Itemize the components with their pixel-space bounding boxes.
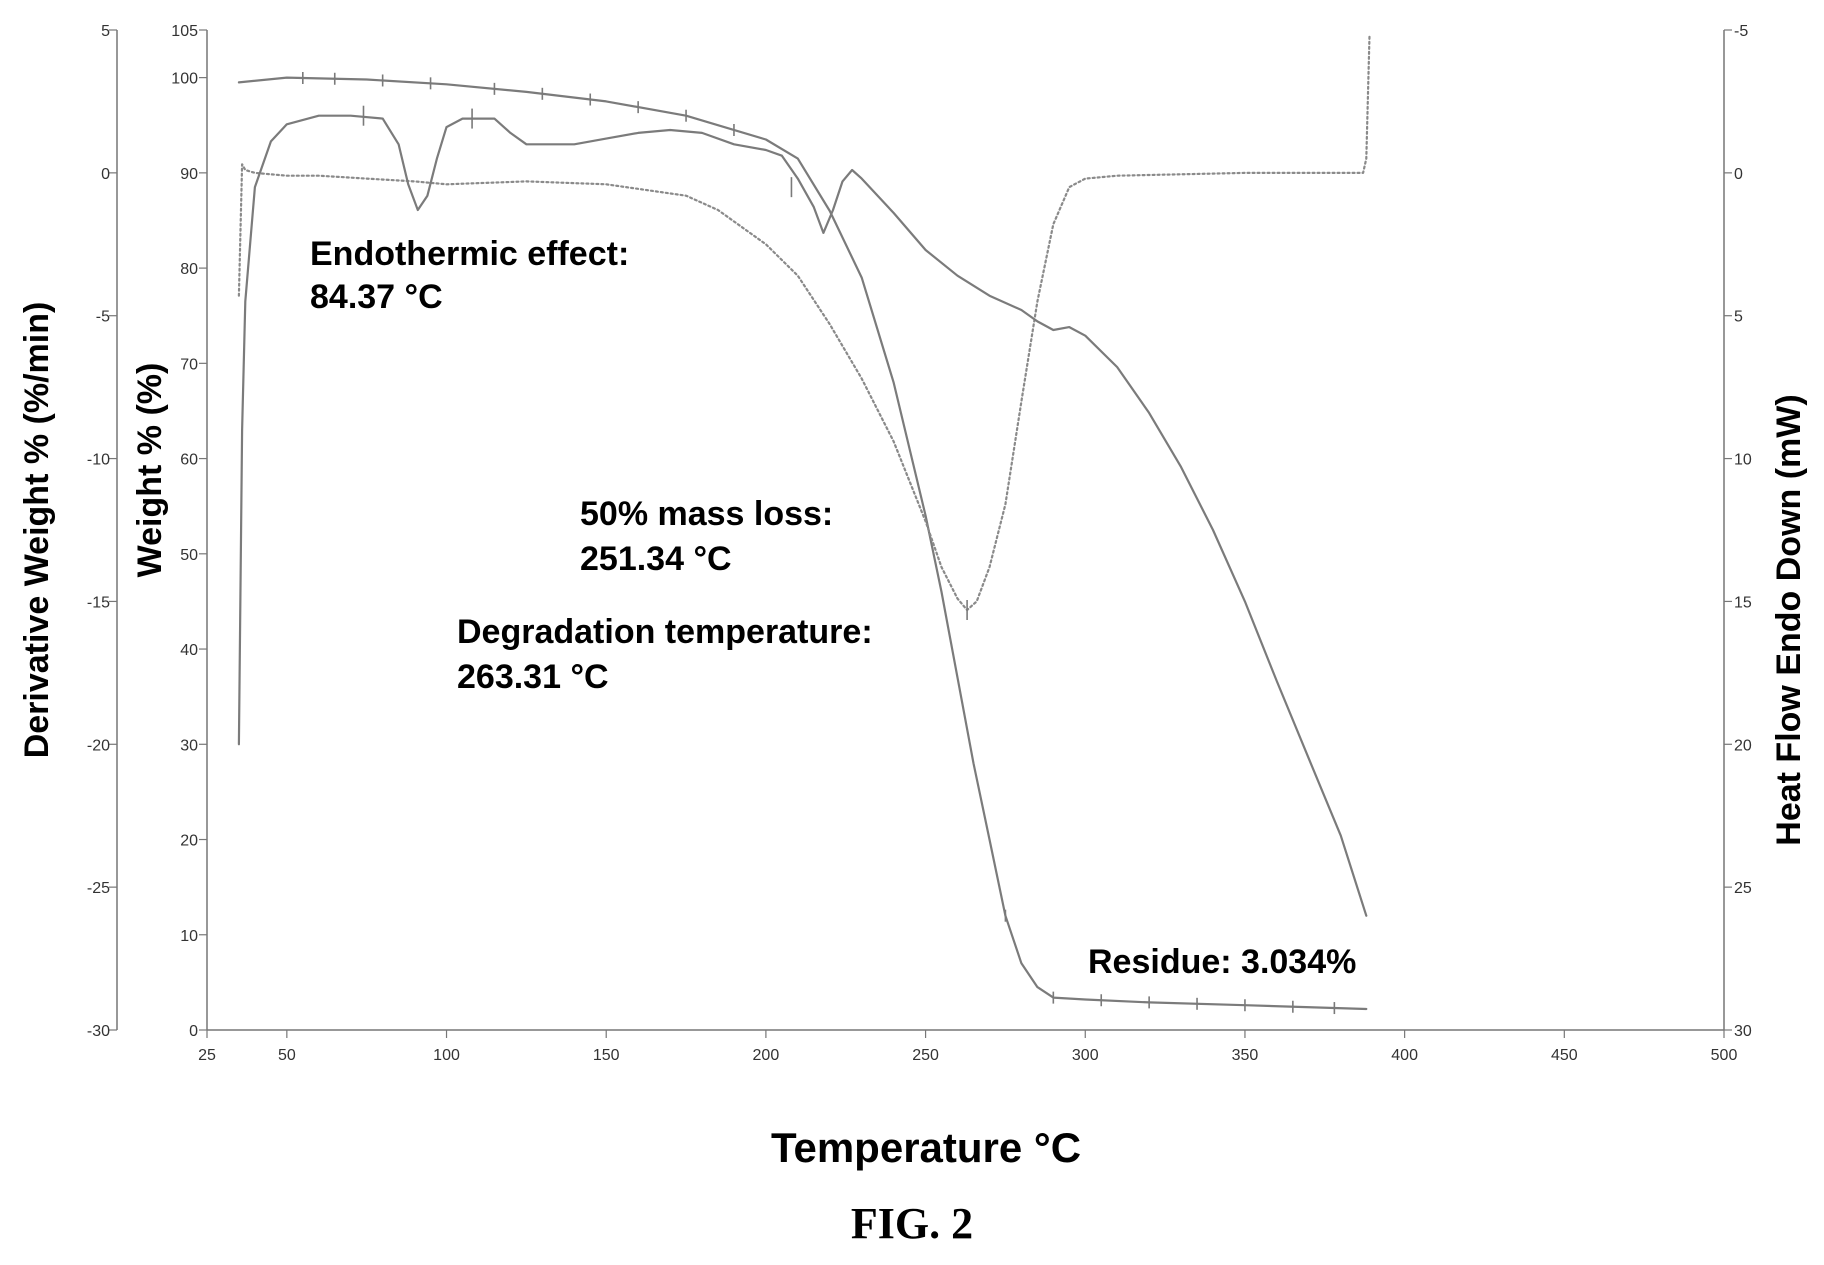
weight-tick-label: 30 [180, 737, 198, 754]
weight-tick-label: 60 [180, 452, 198, 469]
weight-tick-label: 50 [180, 547, 198, 564]
derivative-tick-label: -15 [87, 594, 110, 611]
weight-tick-label: 40 [180, 642, 198, 659]
x-tick-label: 50 [278, 1047, 296, 1064]
x-tick-label: 100 [433, 1047, 460, 1064]
series-layer [237, 34, 1371, 1011]
heatflow-tick-label: 25 [1734, 880, 1752, 897]
x-tick-label: 300 [1072, 1047, 1099, 1064]
weight-tick-label: 70 [180, 356, 198, 373]
series-line-weight [237, 76, 1368, 1011]
heatflow-tick-label: 10 [1734, 452, 1752, 469]
axes-frame [116, 30, 1725, 1031]
weight-tick-label: 0 [189, 1023, 198, 1040]
annotation-residue: Residue: 3.034% [1088, 943, 1356, 981]
annotation-endothermic: Endothermic effect: 84.37 °C [310, 235, 629, 316]
weight-axis-title: Weight % (%) [131, 363, 169, 578]
weight-tick-label: 80 [180, 261, 198, 278]
x-tick-label: 350 [1232, 1047, 1259, 1064]
heatflow-axis-title: Heat Flow Endo Down (mW) [1770, 394, 1808, 845]
x-tick-label: 25 [198, 1047, 216, 1064]
derivative-tick-label: -25 [87, 880, 110, 897]
derivative-tick-label: -20 [87, 737, 110, 754]
derivative-tick-label: 5 [101, 23, 110, 40]
heatflow-tick-label: -5 [1734, 23, 1748, 40]
heatflow-tick-label: 5 [1734, 309, 1743, 326]
annotation-degradation: Degradation temperature: 263.31 °C [457, 613, 873, 696]
weight-tick-label: 90 [180, 166, 198, 183]
x-tick-label: 200 [753, 1047, 780, 1064]
annotation-residue-line1: Residue: 3.034% [1088, 943, 1356, 981]
weight-tick-label: 105 [171, 23, 198, 40]
figure-caption: FIG. 2 [851, 1199, 973, 1248]
annotation-mass-loss-line1: 50% mass loss: [580, 495, 833, 533]
x-tick-label: 400 [1391, 1047, 1418, 1064]
heatflow-tick-label: 20 [1734, 737, 1752, 754]
series-line-heat-flow [237, 114, 1368, 917]
derivative-tick-label: -5 [96, 309, 110, 326]
data-markers [302, 72, 1336, 1015]
annotation-mass-loss: 50% mass loss: 251.34 °C [580, 495, 833, 578]
x-tick-label: 500 [1711, 1047, 1738, 1064]
weight-tick-label: 10 [180, 928, 198, 945]
series-line-derivative-weight [237, 34, 1371, 612]
derivative-tick-label: 0 [101, 166, 110, 183]
annotation-endothermic-line2: 84.37 °C [310, 278, 443, 316]
derivative-tick-label: -30 [87, 1023, 110, 1040]
x-tick-label: 250 [912, 1047, 939, 1064]
annotation-degradation-line1: Degradation temperature: [457, 613, 873, 651]
heatflow-axis-ticks: -5 0 5 10 15 20 25 30 [1724, 23, 1752, 1040]
weight-tick-label: 100 [171, 71, 198, 88]
annotation-degradation-line2: 263.31 °C [457, 658, 609, 696]
heatflow-tick-label: 30 [1734, 1023, 1752, 1040]
x-tick-label: 150 [593, 1047, 620, 1064]
x-axis-ticks: 25 50 100 150 200 250 300 350 400 450 500 [198, 1030, 1737, 1064]
derivative-tick-label: -10 [87, 452, 110, 469]
heatflow-tick-label: 15 [1734, 594, 1752, 611]
weight-tick-label: 20 [180, 833, 198, 850]
derivative-axis-title: Derivative Weight % (%/min) [18, 302, 56, 759]
x-tick-label: 450 [1551, 1047, 1578, 1064]
heatflow-tick-label: 0 [1734, 166, 1743, 183]
derivative-axis-ticks: 5 0 -5 -10 -15 -20 -25 -30 [87, 23, 117, 1040]
annotation-endothermic-line1: Endothermic effect: [310, 235, 629, 273]
x-axis-title: Temperature °C [771, 1124, 1081, 1171]
annotation-mass-loss-line2: 251.34 °C [580, 540, 732, 578]
